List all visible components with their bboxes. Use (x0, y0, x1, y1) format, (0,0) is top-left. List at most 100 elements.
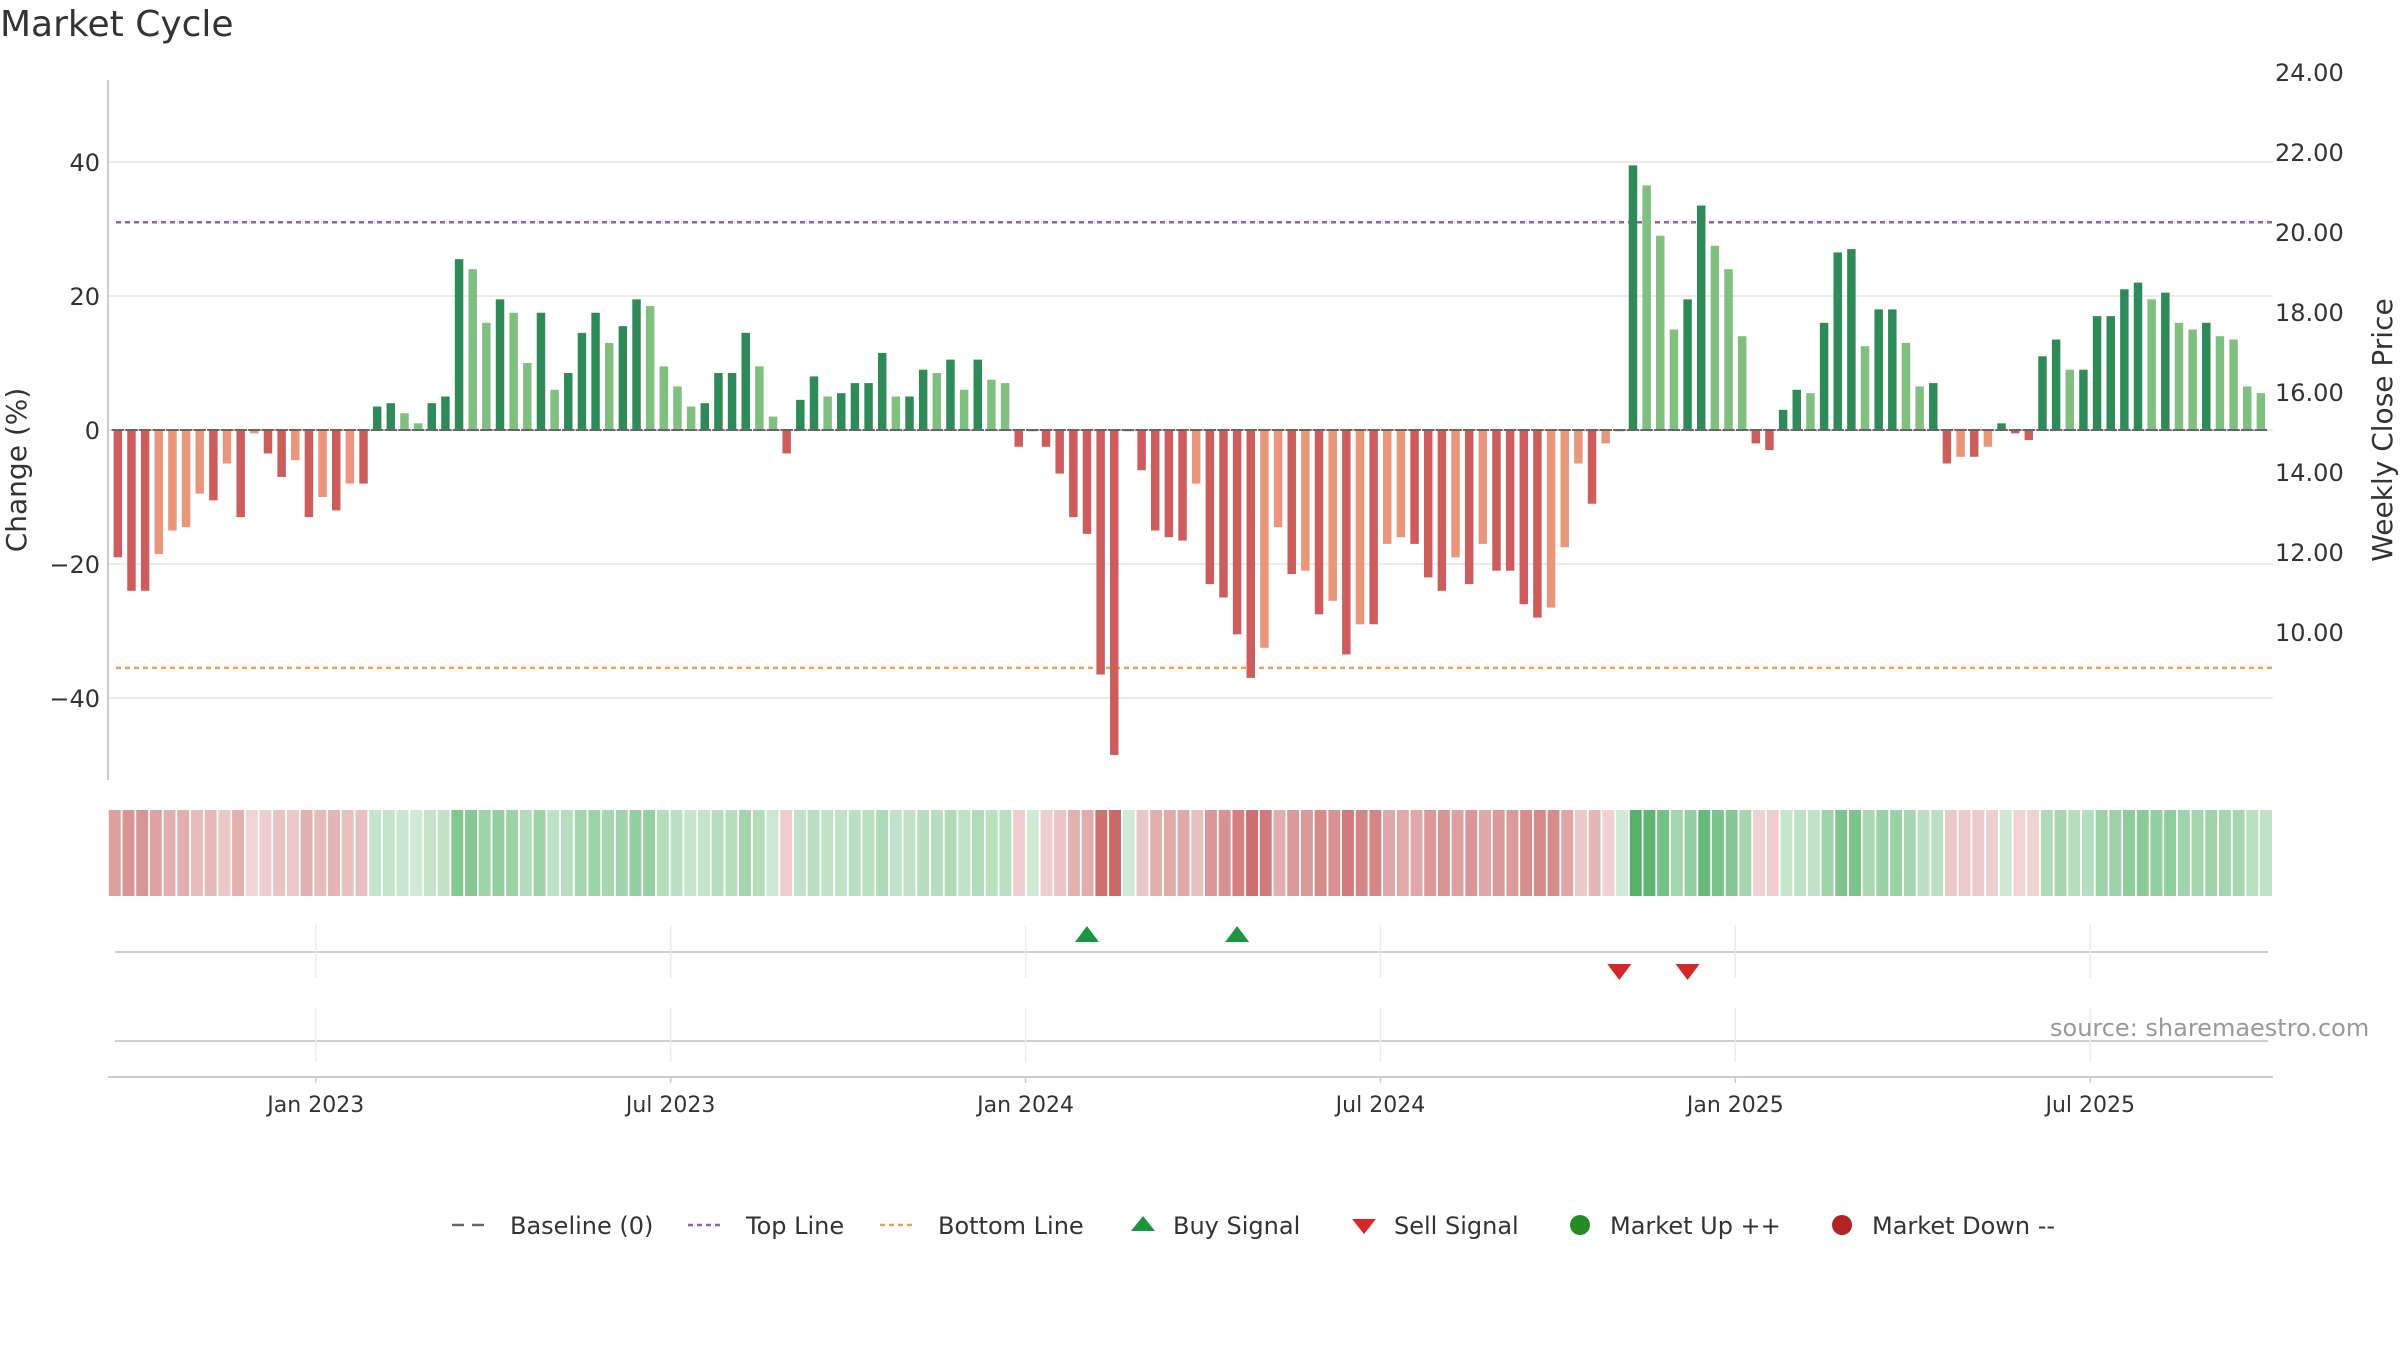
heat-cell (1821, 810, 1834, 896)
heat-cell (492, 810, 505, 896)
heat-cell (1561, 810, 1574, 896)
legend-label: Bottom Line (938, 1212, 1084, 1240)
heat-cell (1150, 810, 1163, 896)
bar (918, 369, 928, 430)
bar (564, 373, 573, 430)
legend-item-mup: Market Up ++ (1570, 1212, 1781, 1240)
heat-cell (1657, 810, 1670, 896)
bar (1355, 430, 1365, 625)
heat-cell (1999, 810, 2012, 896)
legend: Baseline (0) Top Line Bottom Line Buy Signa… (452, 1212, 2055, 1240)
bar (1260, 430, 1269, 648)
bar (1915, 386, 1924, 430)
bar (1737, 336, 1747, 430)
bar (1683, 299, 1692, 430)
bar (304, 430, 314, 518)
heat-cell (999, 810, 1012, 896)
heat-cell (1849, 810, 1861, 896)
bar (891, 396, 901, 430)
heat-cell (574, 810, 587, 896)
heat-cell (1300, 810, 1313, 896)
heat-cell (1122, 810, 1135, 896)
bar (1273, 430, 1283, 528)
bar (823, 396, 832, 430)
bar (1069, 430, 1078, 518)
y-axis-title: Change (%) (0, 388, 33, 553)
bar (618, 326, 628, 430)
bar (1901, 342, 1911, 430)
y2-tick-label: 24.00 (2275, 59, 2344, 87)
heat-cell (1067, 810, 1080, 896)
bar (1956, 430, 1965, 457)
heat-cell (300, 810, 313, 896)
x-tick-label: Jul 2025 (2043, 1093, 2135, 1118)
bar (1451, 430, 1460, 558)
heat-cell (1328, 810, 1341, 896)
bar (400, 413, 409, 430)
heat-cell (766, 810, 779, 896)
bar (523, 363, 532, 430)
y2-tick-label: 16.00 (2275, 379, 2344, 407)
heat-cell (2232, 810, 2245, 896)
bar (837, 393, 846, 430)
heat-cell (698, 810, 710, 896)
heat-cell (2150, 810, 2163, 896)
heat-cell (1588, 810, 1601, 896)
bar (1464, 430, 1474, 585)
bar (1929, 383, 1938, 430)
heat-cell (1972, 810, 1985, 896)
bar (686, 406, 696, 430)
heat-cell (903, 810, 916, 896)
bar (2106, 316, 2115, 430)
buy-signal-marker (1225, 926, 1250, 942)
bar (454, 259, 464, 430)
bar (1150, 430, 1160, 531)
bar (1014, 430, 1023, 447)
heat-cell (615, 810, 628, 896)
heat-cell (259, 810, 272, 896)
heat-cell (1986, 810, 1998, 896)
bar (1505, 430, 1515, 571)
y-tick-label: 40 (69, 149, 100, 177)
heat-cell (2040, 810, 2053, 896)
bar (2010, 430, 2020, 434)
heat-cell (2191, 810, 2204, 896)
heat-cell (985, 810, 998, 896)
bar (1587, 430, 1597, 504)
bar (1287, 430, 1296, 575)
heat-cell (1081, 810, 1094, 896)
bar (1369, 430, 1378, 625)
bar (796, 399, 805, 430)
bar (2120, 289, 2129, 430)
bar (550, 389, 559, 430)
bar (755, 366, 764, 430)
y2-tick-label: 18.00 (2275, 299, 2344, 327)
bar (1082, 430, 1092, 534)
bar (1942, 430, 1952, 464)
bar (632, 299, 641, 430)
heat-cell (1807, 810, 1820, 896)
heat-cell (2205, 810, 2218, 896)
bar (386, 403, 396, 430)
heat-cell (1342, 810, 1354, 896)
heat-cell (560, 810, 573, 896)
heat-cell (328, 810, 340, 896)
bar (1437, 430, 1447, 591)
heat-cell (1903, 810, 1916, 896)
heat-cell (232, 810, 245, 896)
legend-item-bottom: Bottom Line (880, 1212, 1084, 1240)
bar (659, 366, 669, 430)
heat-cell (2109, 810, 2122, 896)
heat-cell (1862, 810, 1875, 896)
legend-label: Market Down -- (1872, 1212, 2055, 1240)
bar (1000, 383, 1010, 430)
heat-cell (1273, 810, 1286, 896)
legend-label: Top Line (745, 1212, 844, 1240)
heat-cell (2164, 810, 2177, 896)
heat-cell (1890, 810, 1903, 896)
bar (946, 359, 955, 430)
x-tick-label: Jan 2023 (265, 1093, 364, 1118)
bar (809, 376, 819, 430)
legend-item-top: Top Line (688, 1212, 844, 1240)
heat-cell (1725, 810, 1738, 896)
